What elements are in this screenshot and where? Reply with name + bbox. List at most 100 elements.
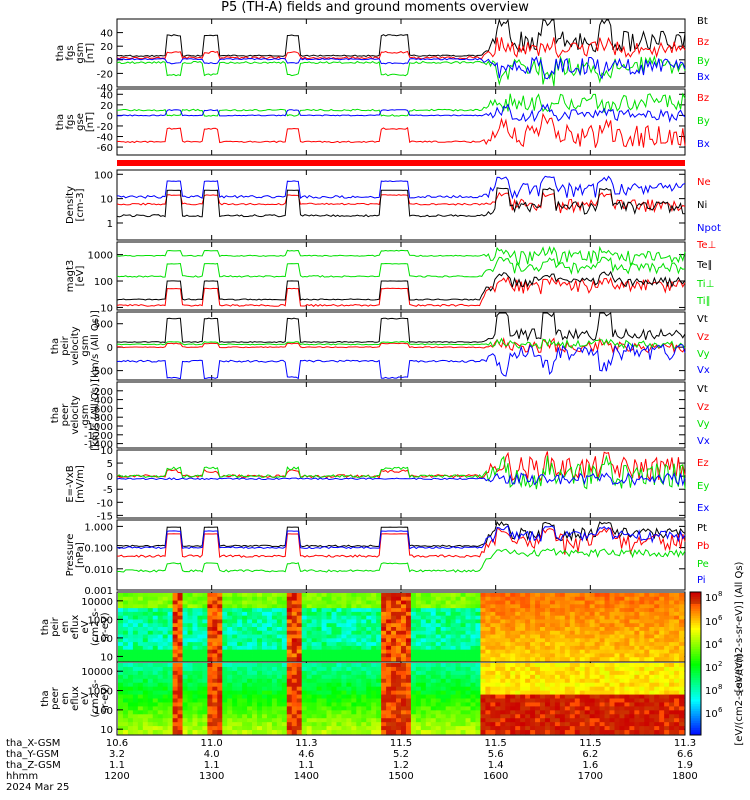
heatmap-cell	[187, 710, 193, 715]
heatmap-cell	[490, 645, 496, 651]
heatmap-cell	[544, 615, 551, 620]
heatmap-cell	[579, 619, 586, 624]
heatmap-cell	[266, 674, 273, 680]
heatmap-cell	[505, 730, 511, 735]
heatmap-cell	[544, 645, 551, 651]
legend-bt: Bt	[697, 16, 708, 27]
heatmap-cell	[589, 642, 596, 647]
heatmap-cell	[341, 702, 347, 707]
heatmap-cell	[629, 630, 635, 635]
heatmap-cell	[376, 694, 382, 699]
heatmap-cell	[480, 686, 486, 692]
heatmap-cell	[510, 593, 516, 598]
heatmap-cell	[574, 690, 581, 695]
heatmap-cell	[604, 627, 610, 632]
heatmap-cell	[237, 678, 243, 684]
heatmap-cell	[212, 608, 218, 613]
heatmap-cell	[604, 623, 610, 628]
colorbar-step	[690, 656, 701, 660]
heatmap-cell	[316, 653, 322, 658]
heatmap-cell	[540, 596, 546, 601]
heatmap-cell	[659, 706, 665, 711]
heatmap-cell	[679, 653, 685, 658]
heatmap-cell	[311, 702, 317, 707]
heatmap-cell	[137, 702, 144, 707]
heatmap-cell	[331, 682, 337, 688]
heatmap-cell	[381, 690, 387, 695]
heatmap-cell	[594, 627, 600, 632]
heatmap-cell	[644, 638, 650, 643]
colorbar-step	[690, 682, 701, 686]
heatmap-cell	[430, 714, 437, 719]
heatmap-cell	[132, 718, 139, 723]
heatmap-cell	[321, 608, 327, 613]
heatmap-cell	[485, 674, 491, 680]
heatmap-cell	[430, 690, 437, 695]
heatmap-cell	[172, 645, 178, 651]
heatmap-cell	[182, 722, 188, 727]
heatmap-cell	[624, 726, 630, 731]
heatmap-cell	[371, 608, 377, 613]
heatmap-cell	[346, 630, 352, 635]
heatmap-cell	[410, 686, 417, 692]
heatmap-cell	[420, 627, 427, 632]
heatmap-cell	[540, 634, 546, 639]
heatmap-cell	[465, 674, 471, 680]
heatmap-cell	[530, 653, 536, 658]
heatmap-cell	[500, 690, 506, 695]
heatmap-cell	[549, 702, 556, 707]
heatmap-cell	[247, 722, 253, 727]
heatmap-cell	[257, 615, 263, 620]
heatmap-cell	[281, 722, 288, 727]
heatmap-cell	[331, 649, 337, 654]
heatmap-cell	[465, 615, 471, 620]
heatmap-cell	[261, 649, 268, 654]
heatmap-cell	[197, 642, 203, 647]
heatmap-cell	[500, 627, 506, 632]
heatmap-cell	[510, 730, 516, 735]
heatmap-cell	[569, 686, 576, 692]
heatmap-cell	[480, 710, 486, 715]
heatmap-cell	[286, 642, 293, 647]
heatmap-cell	[445, 642, 452, 647]
heatmap-cell	[460, 627, 466, 632]
heatmap-cell	[401, 645, 407, 651]
heatmap-cell	[147, 634, 154, 639]
heatmap-cell	[227, 678, 233, 684]
heatmap-cell	[316, 694, 322, 699]
heatmap-cell	[480, 604, 486, 609]
heatmap-cell	[376, 678, 382, 684]
heatmap-cell	[122, 619, 129, 624]
heatmap-cell	[584, 627, 591, 632]
heatmap-cell	[266, 706, 273, 711]
heatmap-cell	[167, 608, 174, 613]
heatmap-cell	[202, 630, 208, 635]
heatmap-cell	[440, 674, 447, 680]
heatmap-cell	[237, 710, 243, 715]
heatmap-cell	[227, 657, 233, 662]
heatmap-cell	[321, 706, 327, 711]
heatmap-cell	[237, 638, 243, 643]
heatmap-cell	[679, 710, 685, 715]
heatmap-cell	[396, 730, 402, 735]
heatmap-cell	[137, 630, 144, 635]
heatmap-cell	[311, 645, 317, 651]
heatmap-cell	[405, 682, 412, 688]
y-tick-label: 1000	[88, 615, 113, 626]
heatmap-cell	[669, 694, 675, 699]
heatmap-cell	[530, 686, 536, 692]
heatmap-cell	[599, 596, 605, 601]
heatmap-cell	[664, 702, 670, 707]
heatmap-cell	[505, 722, 511, 727]
heatmap-cell	[132, 682, 139, 688]
heatmap-cell	[599, 604, 605, 609]
heatmap-cell	[212, 670, 218, 676]
heatmap-cell	[237, 634, 243, 639]
heatmap-cell	[435, 638, 442, 643]
heatmap-cell	[659, 714, 665, 719]
heatmap-cell	[142, 634, 149, 639]
y-axis-label: velocity	[70, 395, 81, 434]
heatmap-cell	[127, 604, 134, 609]
heatmap-cell	[535, 722, 541, 727]
heatmap-cell	[619, 642, 625, 647]
